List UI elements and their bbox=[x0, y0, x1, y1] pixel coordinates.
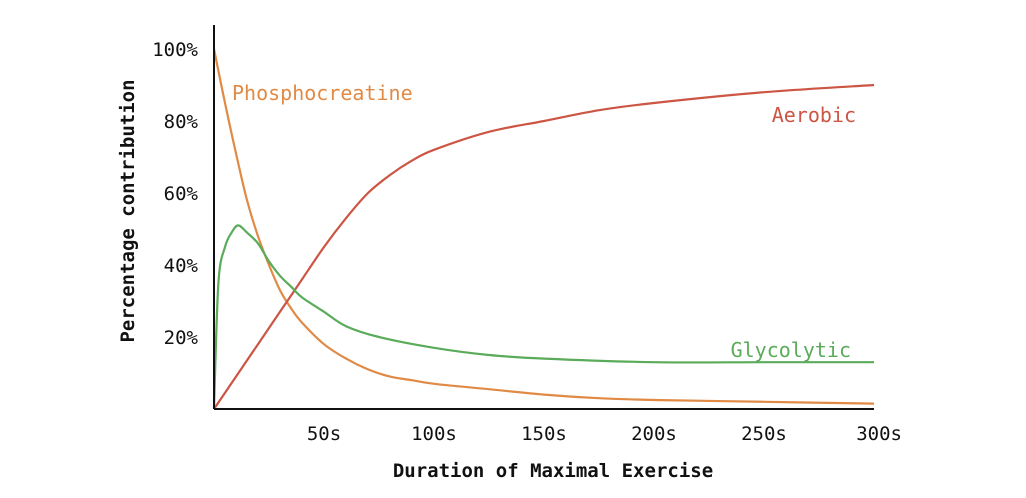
y-tick-label: 20% bbox=[164, 327, 199, 349]
x-tick-label: 150s bbox=[521, 423, 567, 445]
series-label-aerobic: Aerobic bbox=[772, 103, 856, 127]
y-tick-label: 100% bbox=[152, 39, 198, 61]
series-label-glycolytic: Glycolytic bbox=[731, 338, 851, 362]
series-line-glycolytic bbox=[212, 224, 874, 410]
y-tick-label: 40% bbox=[164, 255, 199, 277]
tick-labels: 50s 100s 150s 200s 250s 300s 20% 40% 60% 80% 100% bbox=[152, 39, 902, 445]
x-tick-label: 300s bbox=[856, 423, 902, 445]
series-labels: Phosphocreatine Aerobic Glycolytic bbox=[232, 81, 856, 362]
axes bbox=[213, 25, 874, 410]
series-label-phosphocreatine: Phosphocreatine bbox=[232, 81, 413, 105]
series-line-aerobic bbox=[213, 83, 875, 410]
x-axis-label: Duration of Maximal Exercise bbox=[393, 460, 713, 482]
x-tick-label: 200s bbox=[631, 423, 677, 445]
x-tick-label: 250s bbox=[741, 423, 787, 445]
series-lines bbox=[212, 48, 875, 410]
y-axis-label: Percentage contribution bbox=[117, 79, 139, 342]
x-tick-label: 100s bbox=[411, 423, 457, 445]
y-tick-label: 80% bbox=[164, 111, 199, 133]
x-tick-label: 50s bbox=[307, 423, 341, 445]
y-tick-label: 60% bbox=[164, 183, 199, 205]
series-line-phosphocreatine bbox=[212, 48, 875, 405]
